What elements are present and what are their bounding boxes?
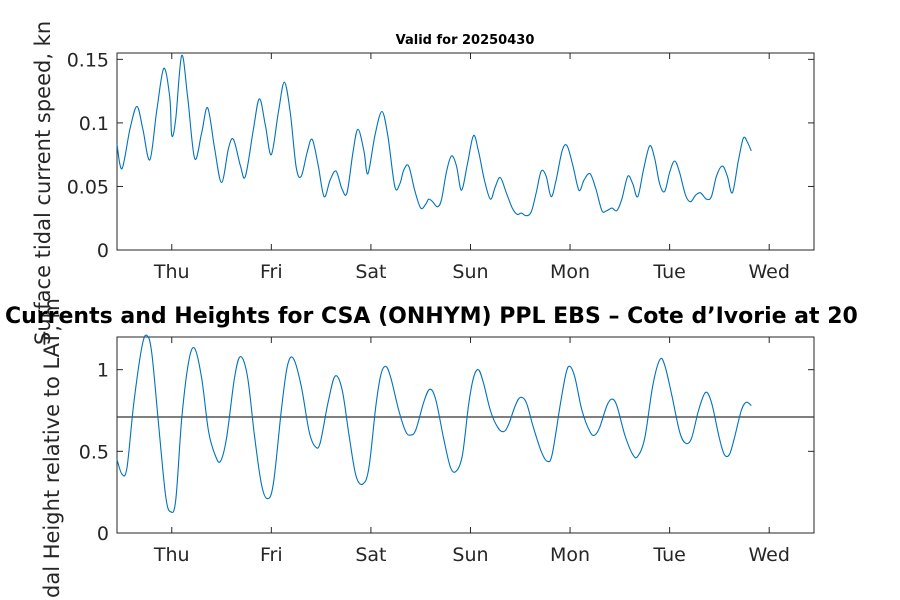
- current-x-tick-label: Wed: [748, 261, 789, 283]
- current-y-tick-label: 0: [97, 240, 109, 262]
- current-x-tick-label: Fri: [260, 261, 283, 283]
- current-x-tick-label: Sat: [355, 261, 386, 283]
- current-x-tick-label: Mon: [550, 261, 590, 283]
- current-y-axis-label: Surface tidal current speed, kn: [31, 21, 55, 345]
- current-speed-series-line: [116, 54, 752, 217]
- height-y-tick-label: 0.5: [79, 441, 109, 463]
- current-y-tick-label: 0.05: [67, 176, 109, 198]
- current-y-tick-label: 0.15: [67, 49, 109, 71]
- height-y-tick-label: 0: [97, 523, 109, 545]
- height-x-tick-label: Fri: [260, 544, 283, 566]
- height-x-tick-label: Thu: [153, 544, 190, 566]
- height-y-axis-label: Tidal Height relative to LAT, m: [40, 298, 64, 600]
- height-y-tick-label: 1: [97, 360, 109, 382]
- height-x-tick-label: Sun: [452, 544, 488, 566]
- height-x-tick-label: Wed: [748, 544, 789, 566]
- current-y-tick-label: 0.1: [79, 113, 109, 135]
- tidal-height-panel: Thu Fri Sat Sun Mon Tue Wed 0 0.5 1 Tidal Height…: [40, 298, 815, 600]
- current-x-tick-label: Thu: [153, 261, 190, 283]
- current-x-tick-label: Sun: [452, 261, 488, 283]
- height-x-tick-label: Sat: [355, 544, 386, 566]
- current-x-tick-label: Tue: [652, 261, 685, 283]
- height-plot-frame: [116, 336, 815, 534]
- figure-main-title: Currents and Heights for CSA (ONHYM) PPL…: [5, 304, 858, 329]
- current-plot-frame: [116, 52, 815, 251]
- current-panel-title: Valid for 20250430: [396, 33, 535, 48]
- height-x-tick-label: Tue: [652, 544, 685, 566]
- current-speed-panel: Valid for 20250430 Thu Fri Sat Sun Mon Tue Wed…: [31, 21, 815, 345]
- height-x-tick-label: Mon: [550, 544, 590, 566]
- tidal-height-series-line: [116, 334, 752, 514]
